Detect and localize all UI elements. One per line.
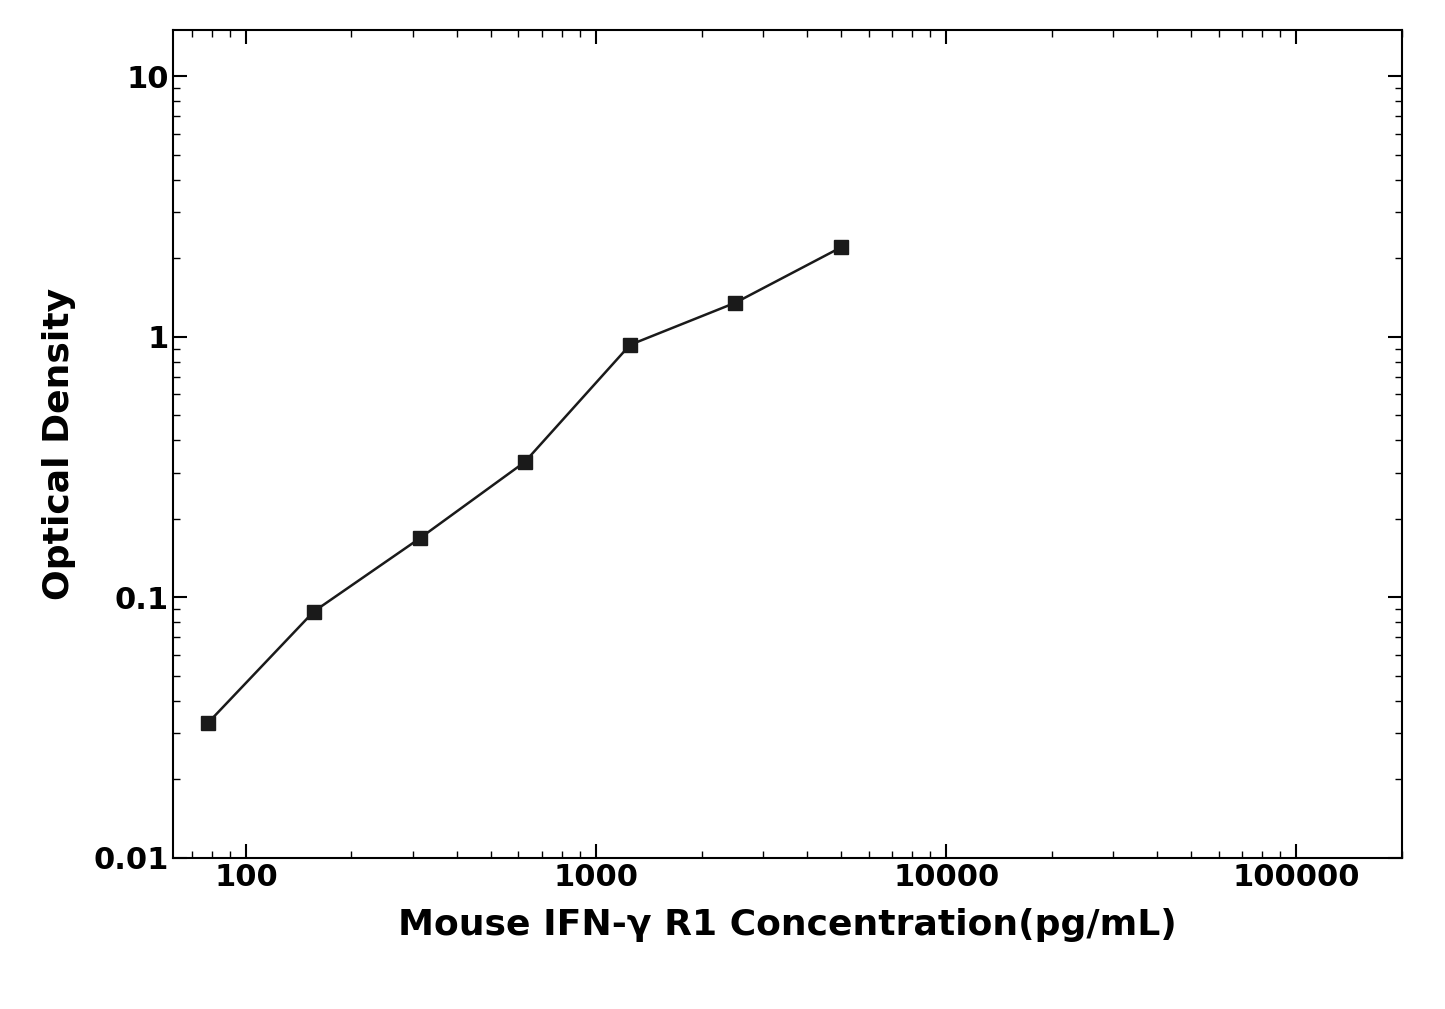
Y-axis label: Optical Density: Optical Density <box>42 288 77 600</box>
X-axis label: Mouse IFN-γ R1 Concentration(pg/mL): Mouse IFN-γ R1 Concentration(pg/mL) <box>399 908 1176 942</box>
